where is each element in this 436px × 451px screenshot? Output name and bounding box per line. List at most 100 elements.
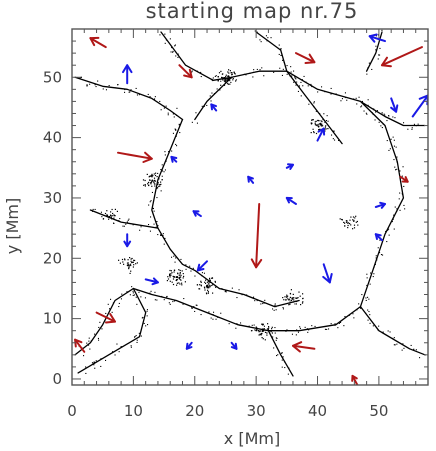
network-dot — [398, 198, 400, 200]
network-dot — [395, 146, 397, 148]
network-dot — [213, 93, 215, 95]
network-dot — [275, 306, 277, 308]
network-cluster-dot — [339, 218, 341, 220]
network-dot — [80, 76, 82, 78]
network-dot — [171, 47, 173, 49]
network-cluster-dot — [113, 214, 115, 216]
y-tick-label: 20 — [43, 249, 62, 267]
network-dot — [299, 326, 301, 328]
velocity-arrow-red — [117, 151, 153, 163]
network-dot — [263, 302, 265, 304]
network-cluster-dot — [170, 273, 172, 275]
network-dot — [411, 127, 413, 129]
network-dot — [156, 299, 158, 301]
network-dot — [230, 81, 232, 83]
network-dot — [126, 221, 128, 223]
network-dot — [375, 49, 377, 51]
network-dot — [185, 264, 187, 266]
network-dot — [360, 307, 362, 309]
network-dot — [327, 120, 329, 122]
network-dot — [322, 119, 324, 121]
network-cluster-dot — [156, 176, 158, 178]
network-dot — [94, 367, 96, 369]
network-dot — [395, 169, 397, 171]
network-cluster-dot — [208, 281, 210, 283]
network-cluster-dot — [154, 185, 156, 187]
network-cluster-dot — [302, 301, 304, 303]
network-cluster-dot — [353, 220, 355, 222]
network-cluster-dot — [221, 76, 223, 79]
network-dot — [234, 72, 236, 74]
network-dot — [365, 297, 367, 299]
network-dot — [161, 295, 163, 297]
network-cluster-dot — [178, 269, 180, 271]
network-cluster-dot — [207, 292, 209, 294]
network-cluster-dot — [347, 222, 350, 224]
network-dot — [148, 204, 150, 206]
network-cluster-dot — [258, 330, 260, 332]
network-cluster-dot — [158, 178, 160, 180]
network-cluster-dot — [227, 82, 229, 84]
network-cluster-dot — [228, 78, 230, 80]
network-dot — [381, 29, 383, 31]
network-dot — [126, 291, 128, 293]
network-dot — [132, 292, 134, 294]
network-cluster-dot — [344, 225, 346, 227]
network-dot — [138, 291, 140, 293]
network-cluster-dot — [176, 279, 178, 282]
network-dot — [389, 148, 391, 150]
velocity-arrow-blue — [316, 127, 326, 142]
network-dot — [117, 84, 119, 86]
network-dot — [275, 339, 277, 341]
network-dot — [288, 367, 290, 369]
network-lane — [89, 209, 159, 229]
network-dot — [368, 62, 370, 64]
network-dot — [388, 234, 390, 236]
network-dot — [367, 67, 369, 69]
network-dot — [334, 139, 336, 141]
network-cluster-dot — [296, 297, 298, 299]
network-dot — [105, 359, 107, 361]
network-cluster-dot — [289, 296, 291, 298]
network-dot — [162, 170, 164, 172]
network-cluster-dot — [106, 214, 108, 216]
network-dot — [146, 310, 148, 312]
network-cluster-dot — [262, 338, 264, 340]
network-cluster-dot — [129, 257, 131, 259]
network-dot — [168, 151, 170, 153]
velocity-arrow-red — [178, 64, 193, 79]
network-dot — [133, 294, 135, 296]
network-dot — [396, 168, 398, 170]
network-cluster-dot — [178, 282, 180, 284]
network-dot — [174, 45, 176, 47]
network-dot — [177, 53, 179, 55]
network-dot — [219, 89, 221, 91]
network-dot — [172, 301, 174, 303]
network-cluster-dot — [180, 279, 182, 281]
velocity-arrow-blue — [390, 97, 399, 113]
network-dot — [159, 185, 161, 187]
network-dot — [305, 81, 307, 83]
network-cluster-dot — [198, 288, 200, 290]
network-dot — [246, 294, 248, 296]
network-cluster-dot — [310, 132, 312, 134]
network-cluster-dot — [327, 128, 329, 130]
network-dot — [164, 33, 166, 35]
network-dot — [393, 344, 395, 346]
network-dot — [341, 98, 343, 100]
network-cluster-dot — [257, 330, 260, 332]
network-cluster-dot — [112, 212, 114, 215]
network-cluster-dot — [286, 296, 288, 298]
network-dot — [191, 71, 193, 73]
network-dot — [407, 128, 409, 130]
network-cluster-dot — [325, 128, 327, 130]
network-dot — [282, 307, 284, 309]
network-dot — [185, 268, 187, 270]
network-cluster-dot — [175, 276, 178, 278]
network-dot — [275, 337, 277, 339]
network-dot — [266, 328, 268, 330]
network-cluster-dot — [314, 124, 317, 126]
network-cluster-dot — [158, 185, 160, 187]
network-cluster-dot — [223, 77, 225, 79]
network-cluster-dot — [225, 82, 227, 84]
